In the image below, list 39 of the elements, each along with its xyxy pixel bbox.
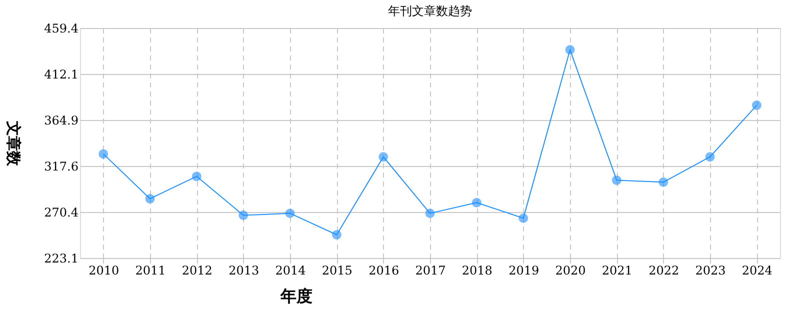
x-tick-label: 2011 — [135, 264, 166, 278]
x-axis-title: 年度 — [280, 286, 312, 306]
x-tick-label: 2020 — [555, 264, 586, 278]
x-tick-label: 2024 — [742, 264, 773, 278]
point — [565, 45, 575, 55]
point — [332, 230, 342, 240]
point — [472, 198, 482, 208]
x-tick-label: 2012 — [182, 264, 212, 278]
y-tick-label: 412.1 — [44, 68, 78, 82]
point — [285, 208, 295, 218]
point — [612, 175, 622, 185]
x-tick-label: 2018 — [462, 264, 492, 278]
x-tick-label: 2016 — [368, 264, 400, 278]
point — [98, 149, 108, 159]
point — [145, 194, 155, 204]
y-tick-label: 364.9 — [44, 113, 78, 128]
x-tick-label: 2010 — [88, 264, 120, 278]
point — [238, 210, 248, 220]
y-tick-label: 317.6 — [44, 160, 78, 174]
x-tick-label: 2014 — [275, 264, 306, 278]
x-tick-label: 2013 — [228, 264, 260, 278]
y-tick-label: 459.4 — [44, 22, 79, 36]
x-tick-label: 2017 — [415, 264, 446, 278]
point — [518, 213, 528, 223]
point — [192, 172, 202, 182]
point — [425, 208, 435, 218]
x-tick-label: 2019 — [508, 264, 540, 278]
x-tick-label: 2015 — [322, 264, 352, 278]
chart-title: 年刊文章数趋势 — [388, 4, 472, 18]
x-tick-label: 2023 — [695, 264, 726, 278]
y-tick-label: 223.1 — [44, 252, 78, 266]
y-tick-label: 270.4 — [44, 205, 79, 220]
point — [705, 152, 715, 162]
point — [658, 177, 668, 187]
y-axis-title: 文章数 — [4, 120, 22, 167]
point — [752, 100, 762, 110]
point — [378, 152, 388, 162]
x-tick-label: 2021 — [602, 264, 632, 278]
x-tick-label: 2022 — [648, 264, 680, 278]
